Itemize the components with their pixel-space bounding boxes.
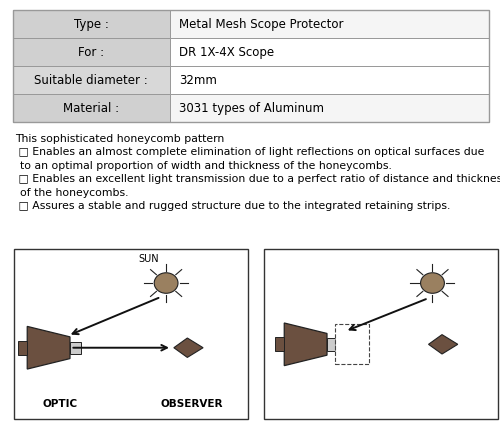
Bar — [170, 95, 489, 123]
Bar — [18, 341, 27, 355]
Bar — [14, 249, 248, 419]
Text: SUN: SUN — [138, 254, 159, 264]
Bar — [12, 11, 489, 123]
Bar — [170, 67, 489, 95]
Bar — [170, 11, 489, 39]
Bar — [70, 342, 81, 354]
Bar — [12, 67, 170, 95]
Text: □ Enables an almost complete elimination of light reflections on optical surface: □ Enables an almost complete elimination… — [15, 147, 484, 157]
Text: For :: For : — [78, 46, 104, 59]
Circle shape — [154, 273, 178, 294]
Bar — [12, 95, 170, 123]
Bar — [327, 338, 335, 351]
Text: Type :: Type : — [74, 18, 108, 31]
Text: of the honeycombs.: of the honeycombs. — [20, 187, 128, 197]
Text: OBSERVER: OBSERVER — [160, 399, 223, 408]
Text: Suitable diameter :: Suitable diameter : — [34, 74, 148, 87]
Text: Material :: Material : — [63, 102, 120, 115]
Text: OPTIC: OPTIC — [43, 399, 78, 408]
Bar — [170, 39, 489, 67]
Text: to an optimal proportion of width and thickness of the honeycombs.: to an optimal proportion of width and th… — [20, 160, 392, 170]
Bar — [275, 338, 284, 351]
Bar — [12, 11, 170, 39]
Bar — [12, 39, 170, 67]
Text: This sophisticated honeycomb pattern: This sophisticated honeycomb pattern — [15, 133, 224, 143]
Text: DR 1X-4X Scope: DR 1X-4X Scope — [179, 46, 274, 59]
Text: 3031 types of Aluminum: 3031 types of Aluminum — [179, 102, 324, 115]
Polygon shape — [428, 335, 458, 354]
Text: 32mm: 32mm — [179, 74, 217, 87]
Bar — [335, 324, 369, 365]
Polygon shape — [174, 338, 203, 358]
Polygon shape — [27, 327, 70, 369]
Text: Metal Mesh Scope Protector: Metal Mesh Scope Protector — [179, 18, 344, 31]
Polygon shape — [284, 323, 327, 366]
Text: □ Enables an excellent light transmission due to a perfect ratio of distance and: □ Enables an excellent light transmissio… — [15, 174, 500, 184]
Circle shape — [420, 273, 444, 294]
Bar — [264, 249, 498, 419]
Text: □ Assures a stable and rugged structure due to the integrated retaining strips.: □ Assures a stable and rugged structure … — [15, 201, 450, 211]
